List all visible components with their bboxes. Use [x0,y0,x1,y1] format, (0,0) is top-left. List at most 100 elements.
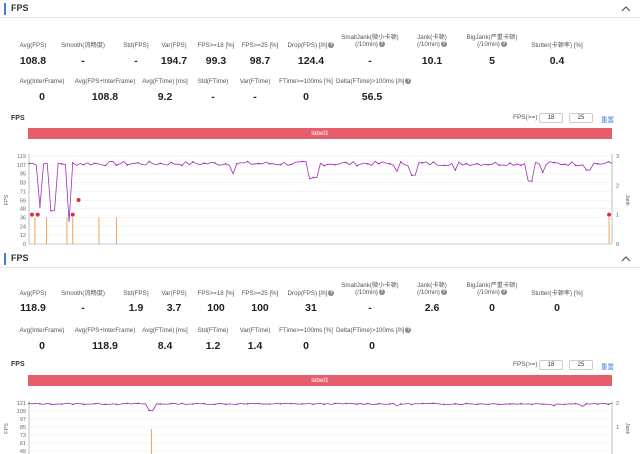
metric-value: - [368,302,372,314]
metric-label: Stutter(卡顿率) [%] [521,290,593,297]
info-icon[interactable]: ? [405,327,412,334]
fps-point [60,403,63,405]
fps-threshold-input-2[interactable]: 25 [569,113,593,123]
metric-label: Delta(FTime)>100ms [/h]? [336,327,412,334]
fps-point [323,164,325,167]
metric-value: 1.2 [205,340,221,352]
metric-var-fps: Var(FPS) 3.7 [138,250,210,314]
metric-value: - [81,302,85,314]
fps-threshold-input-1[interactable]: 18 [539,113,563,123]
fps-point [312,176,315,179]
fps-point [388,162,391,165]
metric-delta-ftime-100ms-h: Delta(FTime)>100ms [/h]? 0 [336,250,412,352]
metric-label-text: SmallJank(微小卡顿) [341,282,399,289]
metric-label-text: Avg(FPS) [19,42,47,49]
info-icon[interactable]: ? [440,289,447,296]
metric-label: Var(FPS) [138,42,210,49]
metric-label-text: Avg(FTime) [ms] [142,327,188,334]
metric-value: 108.8 [19,55,47,67]
metric-label: Var(FTime) [219,327,291,334]
metric-label-text: BigJank(严重卡顿) [466,282,518,289]
metric-value: 2.6 [424,302,440,314]
info-icon[interactable]: ? [328,290,335,297]
y-tick-label: 95 [20,172,26,178]
metric-label: Std(FPS) [100,42,172,49]
metric-bigjank: BigJank(严重卡顿) (/10min)? 5 [456,0,528,67]
info-icon[interactable]: ? [500,41,507,48]
metric-label-text: FPS>=18 [%] [197,290,235,297]
metric-label: Smooth(流畅度) [47,42,119,49]
fps-point [563,403,566,406]
reset-link[interactable]: 重置 [601,117,614,124]
fps-point [257,162,260,165]
fps-point [268,403,271,405]
fps-threshold-input-1[interactable]: 18 [539,360,563,370]
fps-point [224,162,227,165]
metric-jank: Jank(卡顿) (/10min)? 10.1 [396,0,468,67]
metric-label-text: Avg(FPS+InterFrame) [74,78,136,85]
metric-value: 1.4 [247,340,263,352]
metric-label: Avg(FPS) [0,42,69,49]
fps-point [137,161,140,164]
label-bar[interactable]: label1 [28,128,612,139]
fps-point [487,163,489,166]
metric-label: Drop(FPS) [/h]? [275,42,347,49]
metric-label: Drop(FPS) [/h]? [275,290,347,297]
metric-label-text: Jank(卡顿) [417,282,447,289]
fps-point [159,162,161,165]
fps-threshold-input-2[interactable]: 25 [569,360,593,370]
metric-label: Std(FTime) [177,327,249,334]
metric-value: 5 [489,55,495,67]
metric-label: SmallJank(微小卡顿) (/10min)? [334,34,406,48]
fps-point [356,403,358,405]
fps-point [214,403,216,406]
info-icon[interactable]: ? [440,41,447,48]
info-icon[interactable]: ? [500,289,507,296]
metric-label: Stutter(卡顿率) [%] [521,42,593,49]
fps-point [312,403,315,406]
fps-point [531,403,533,406]
info-icon[interactable]: ? [378,41,385,48]
jank-marker [35,212,40,217]
fps-series-line [28,160,613,222]
y-tick-label: 73 [20,433,26,439]
metric-std-ftime: Std(FTime) 1.2 [177,250,249,352]
metric-label-text: Avg(InterFrame) [19,327,65,334]
fps-point [257,402,260,405]
metric-label: FPS>=18 [%] [180,290,252,297]
fps-point [399,403,402,405]
metric-jank: Jank(卡顿) (/10min)? 2.6 [396,250,468,314]
info-icon[interactable]: ? [405,78,412,85]
metric-value: - [368,55,372,67]
metric-avg-interframe: Avg(InterFrame) 0 [6,250,78,352]
panel-accent-bar [4,253,6,265]
metric-avg-fps-interframe: Avg(FPS+InterFrame) 108.8 [69,0,141,103]
reset-link[interactable]: 重置 [601,364,614,371]
fps-chart-2: 121 109 97 85 73 61 49 2 1 FPS Jank [4,401,630,454]
fps-point [465,402,468,405]
metric-value: 98.7 [249,55,271,67]
metric-value: 9.2 [157,91,173,103]
fps-point [443,403,446,406]
fps-point [126,402,129,405]
label-bar[interactable]: label1 [28,375,612,386]
fps-point [28,402,30,405]
metric-value: - [134,55,138,67]
panel-accent-bar [4,3,6,15]
metric-avg-fps: Avg(FPS) 118.9 [0,250,69,314]
fps-point [410,174,413,177]
fps-point [574,164,577,167]
chevron-up-icon[interactable] [620,253,632,265]
info-icon[interactable]: ? [378,289,385,296]
metric-value: 100 [251,302,269,314]
metric-avg-interframe: Avg(InterFrame) 0 [6,0,78,103]
metric-delta-ftime-100ms-h: Delta(FTime)>100ms [/h]? 56.5 [336,0,412,103]
metric-value: 118.9 [92,340,118,352]
fps-point [203,162,205,164]
metric-avg-fps-interframe: Avg(FPS+InterFrame) 118.9 [69,250,141,352]
fps-point [574,402,577,405]
y-tick-label: 85 [20,425,26,431]
chevron-up-icon[interactable] [620,3,632,15]
info-icon[interactable]: ? [328,42,335,49]
y-axis-title: FPS [4,194,10,205]
